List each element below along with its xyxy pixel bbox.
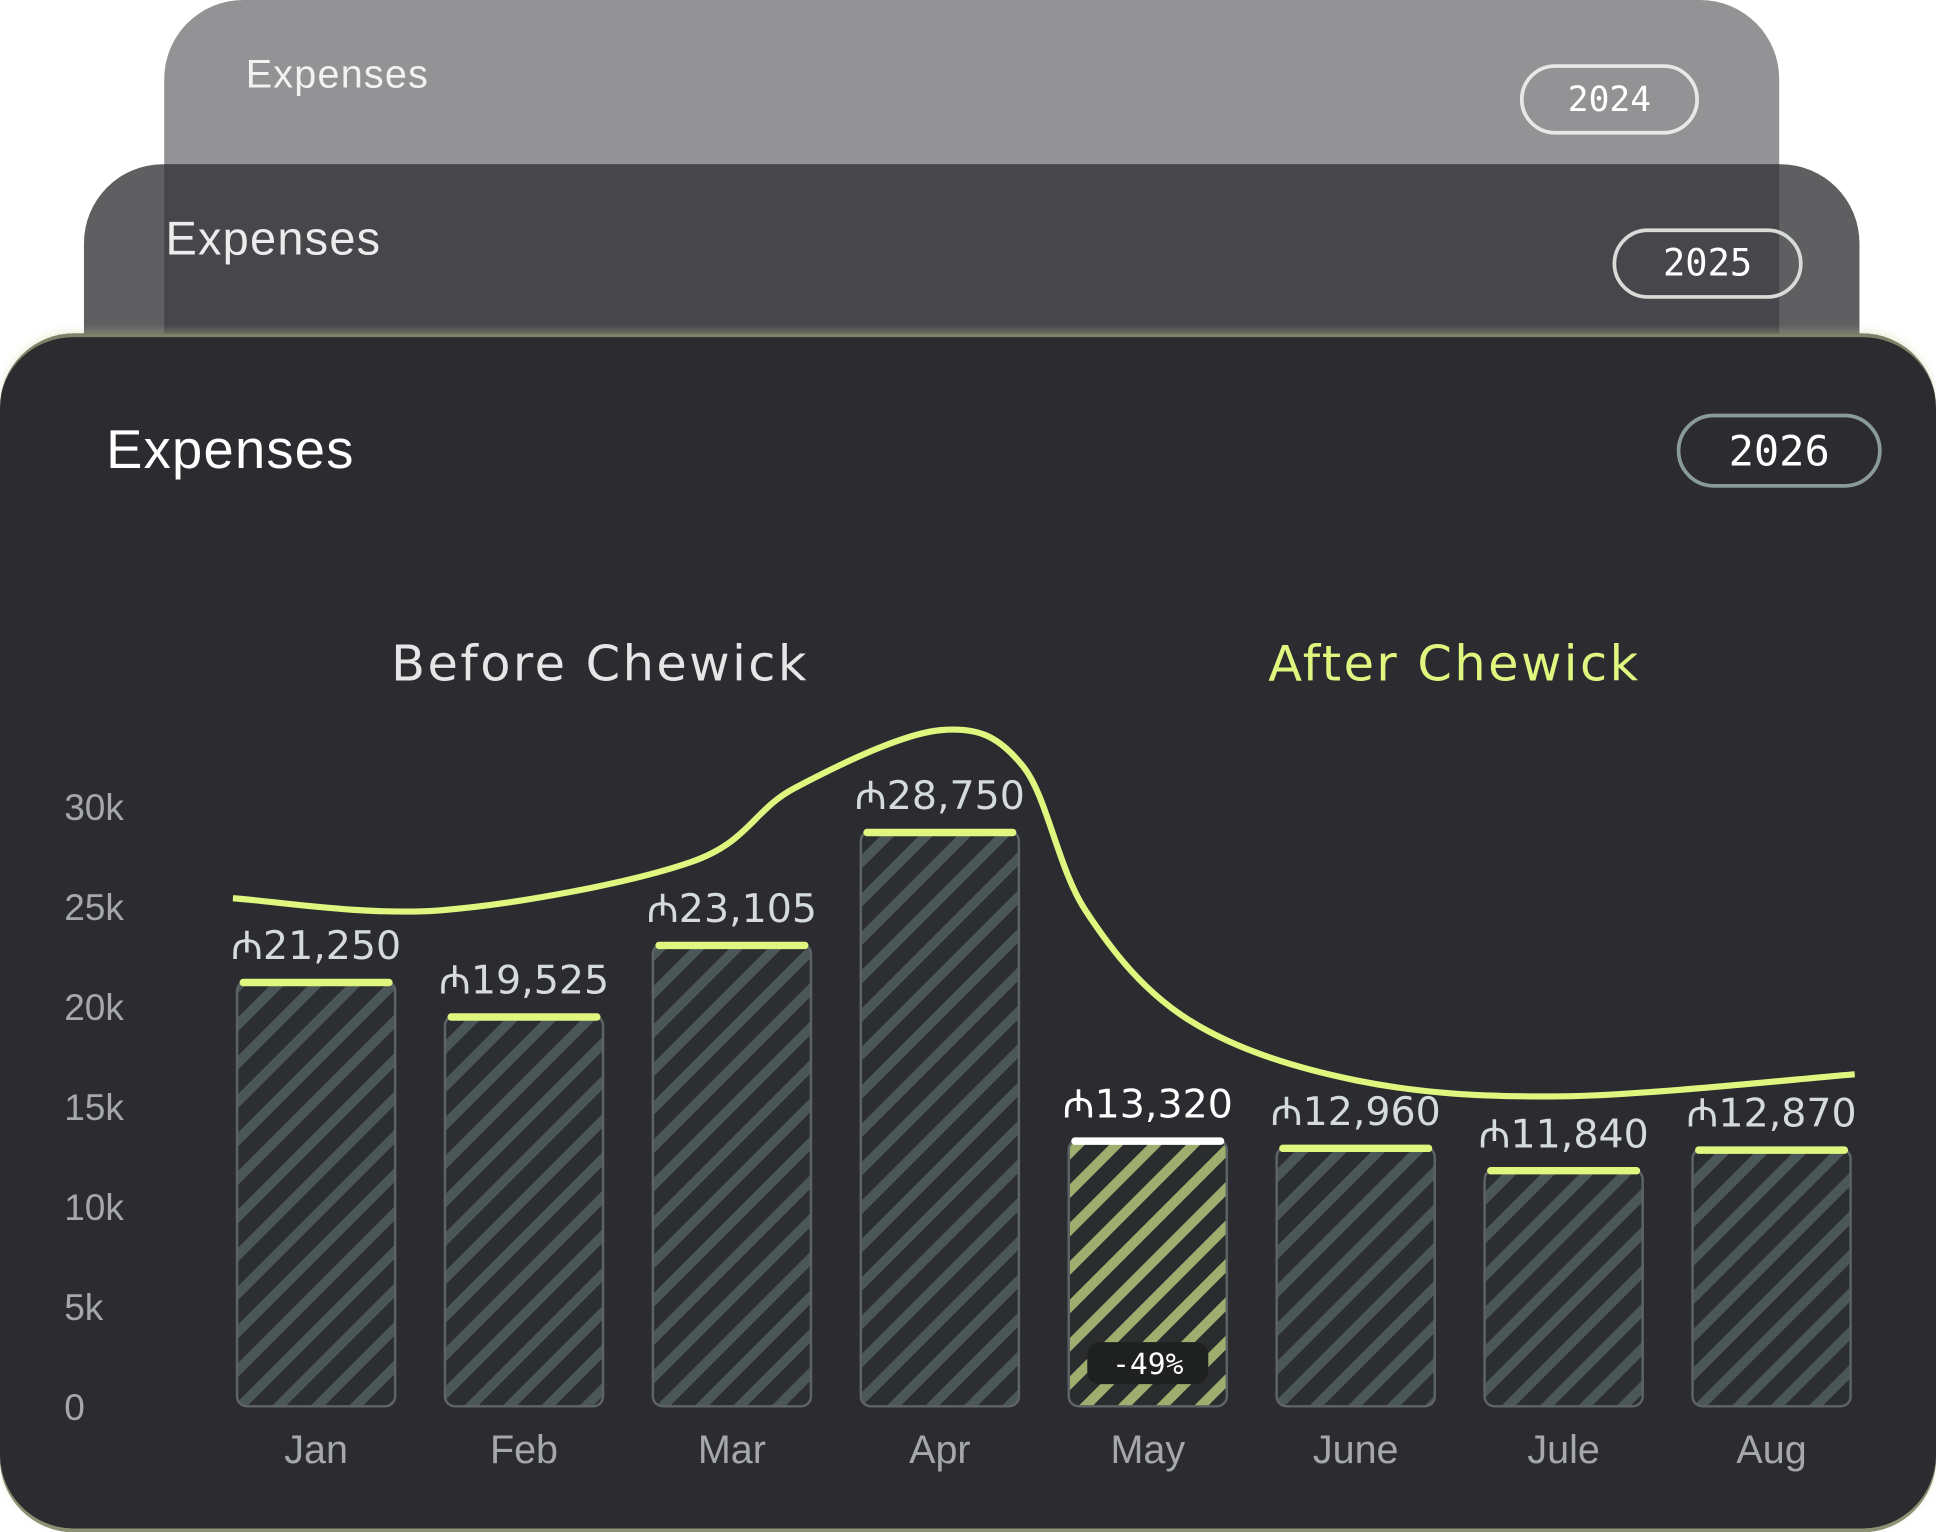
y-tick-label: 25k — [64, 886, 124, 928]
x-tick-label: Feb — [490, 1428, 558, 1472]
year-badge-2024[interactable]: 2024 — [1519, 64, 1699, 135]
value-label: ₼21,250 — [231, 923, 401, 969]
bar-top-accent — [655, 941, 809, 950]
value-label: ₼12,960 — [1271, 1089, 1441, 1135]
year-badge-2025[interactable]: 2025 — [1612, 228, 1803, 299]
x-tick-label: Aug — [1736, 1428, 1806, 1472]
bar-jan[interactable] — [235, 980, 397, 1408]
y-tick-label: 0 — [64, 1386, 85, 1428]
bar-top-accent — [1071, 1137, 1225, 1145]
x-tick-label: Jule — [1527, 1428, 1599, 1472]
phase-label-before: Before Chewick — [391, 635, 809, 693]
x-tick-label: Jan — [284, 1428, 348, 1472]
bar-mar[interactable] — [651, 942, 813, 1408]
bar-june[interactable] — [1275, 1145, 1436, 1408]
y-tick-label: 10k — [64, 1186, 124, 1228]
bar-top-accent — [1694, 1146, 1849, 1154]
value-label: ₼11,840 — [1479, 1111, 1649, 1157]
bar-aug[interactable] — [1691, 1147, 1852, 1408]
bar-top-accent — [447, 1013, 601, 1021]
x-tick-label: May — [1110, 1428, 1185, 1472]
card-title: Expenses — [106, 419, 355, 481]
bar-feb[interactable] — [443, 1014, 605, 1408]
trend-line — [232, 726, 1855, 1100]
x-tick-label: Apr — [909, 1428, 970, 1472]
x-tick-label: Mar — [698, 1428, 766, 1472]
bar-chart: 0 5k 10k 15k 20k 25k 30k ₼21,250 Jan ₼19,525 Feb ₼… — [64, 726, 1857, 1472]
y-tick-label: 30k — [64, 786, 124, 828]
value-label: ₼12,870 — [1686, 1091, 1856, 1137]
y-tick-label: 5k — [64, 1286, 104, 1328]
year-badge-2026[interactable]: 2026 — [1676, 413, 1882, 488]
bar-jule[interactable] — [1483, 1168, 1644, 1408]
bar-top-accent — [1279, 1144, 1433, 1153]
phase-label-after: After Chewick — [1268, 635, 1641, 693]
value-label: ₼23,105 — [647, 886, 817, 932]
change-badge — [1087, 1342, 1209, 1385]
y-tick-label: 20k — [64, 986, 124, 1028]
value-label: ₼28,750 — [855, 773, 1025, 819]
value-label: ₼13,320 — [1063, 1082, 1233, 1128]
card-title: Expenses — [245, 51, 430, 97]
bar-top-accent — [1487, 1167, 1641, 1175]
y-tick-label: 15k — [64, 1086, 124, 1128]
bar-top-accent — [863, 828, 1017, 837]
card-title: Expenses — [165, 213, 382, 266]
value-label: ₼19,525 — [439, 958, 609, 1004]
change-badge-text: -49% — [1112, 1346, 1184, 1381]
card-2026: Expenses 2026 Before Chewick After Chewi… — [0, 333, 1936, 1532]
bar-apr[interactable] — [859, 830, 1021, 1408]
bar-top-accent — [239, 978, 393, 987]
x-tick-label: June — [1313, 1428, 1399, 1472]
